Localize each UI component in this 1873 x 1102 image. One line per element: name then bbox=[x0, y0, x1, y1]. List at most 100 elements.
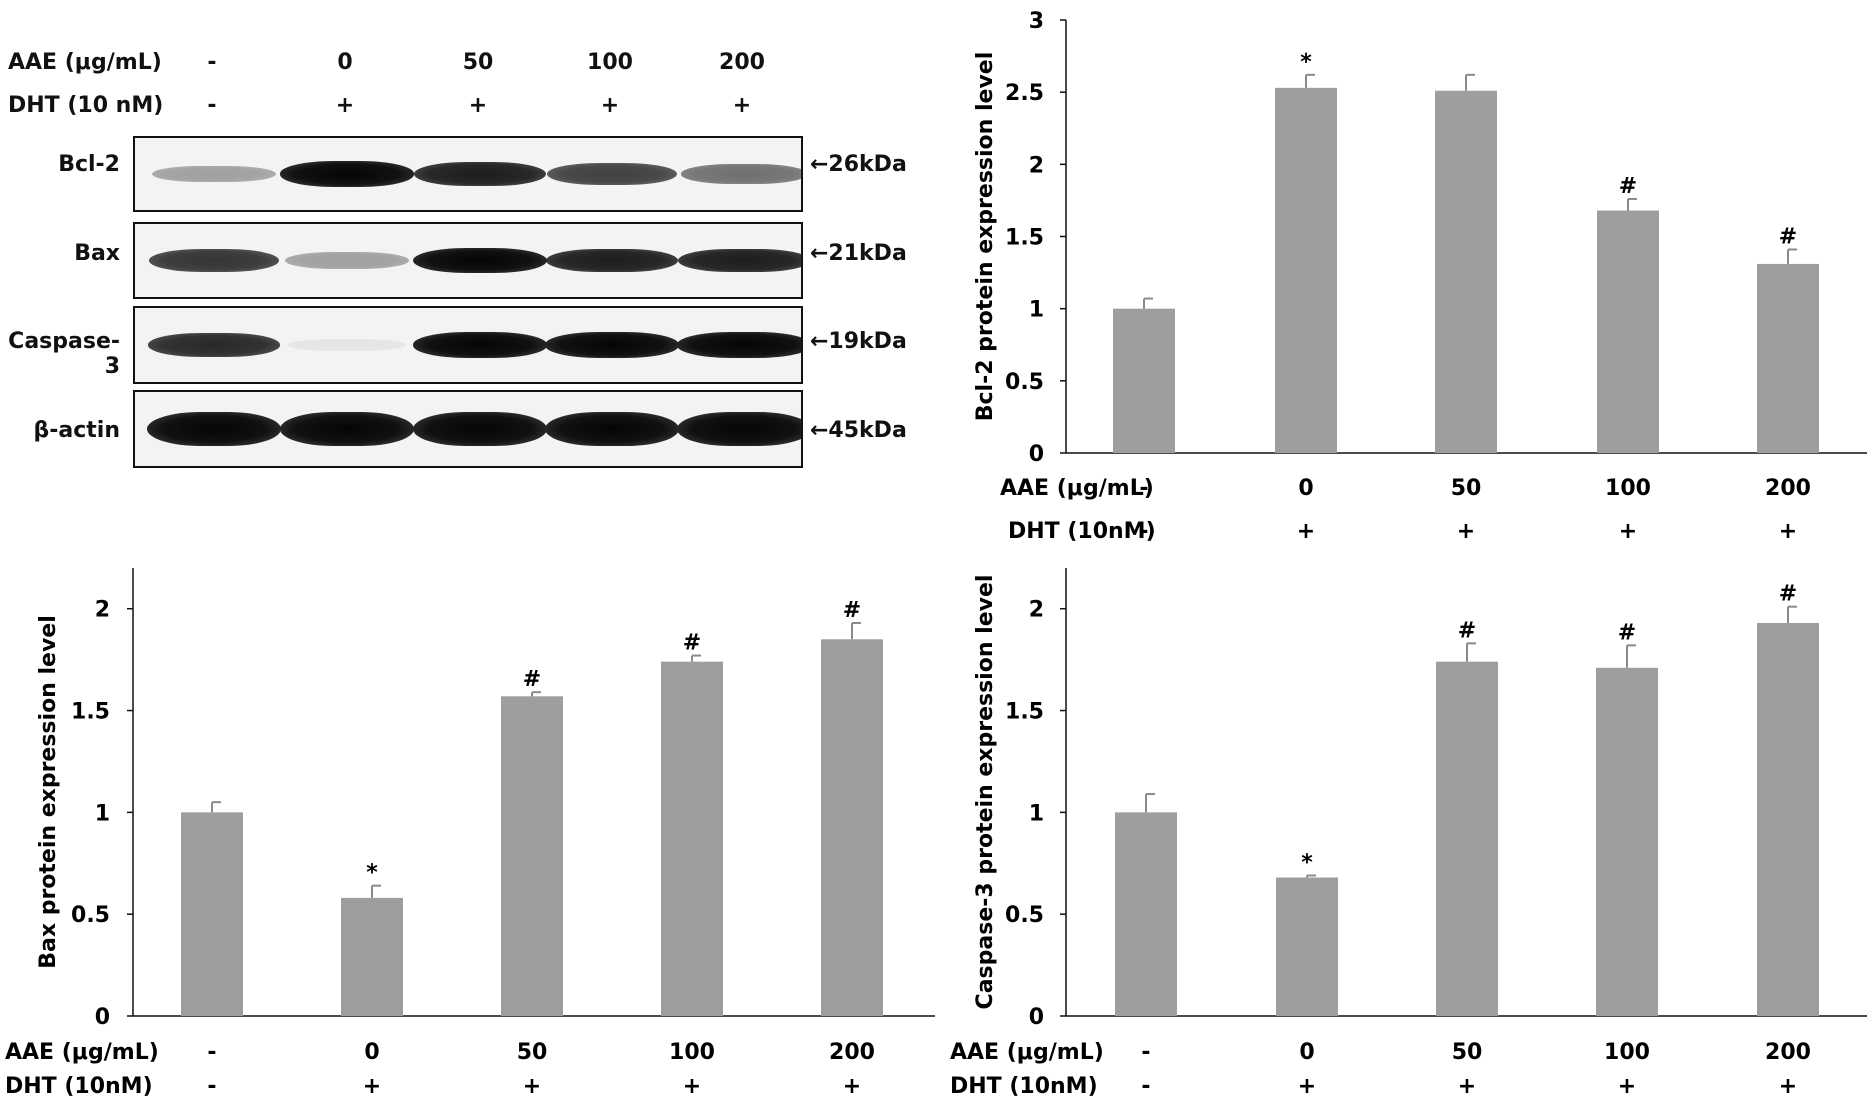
x-category-label: 200 bbox=[1765, 1040, 1811, 1065]
blot-dht-label: DHT (10 nM) bbox=[8, 93, 164, 118]
x-dht-label: + bbox=[843, 1074, 861, 1099]
blot-band bbox=[413, 411, 547, 447]
y-axis-title: Bax protein expression level bbox=[36, 615, 61, 969]
y-tick-label: 1 bbox=[1029, 298, 1044, 323]
blot-band bbox=[413, 162, 547, 186]
blot-band bbox=[148, 249, 280, 272]
bar bbox=[1115, 812, 1177, 1016]
x-dht-label: + bbox=[683, 1074, 701, 1099]
bar bbox=[1113, 308, 1175, 453]
blot-aae-value: - bbox=[207, 50, 217, 75]
blot-aae-value: 100 bbox=[587, 50, 633, 75]
x-dht-label: - bbox=[1139, 519, 1148, 544]
bar bbox=[1596, 667, 1658, 1016]
x-row-aae-label: AAE (μg/mL) bbox=[1000, 476, 1154, 501]
y-tick-label: 0 bbox=[1029, 1005, 1044, 1030]
x-row-aae-label: AAE (μg/mL) bbox=[950, 1040, 1104, 1065]
x-dht-label: + bbox=[1618, 1074, 1636, 1099]
x-dht-label: - bbox=[207, 1074, 216, 1099]
bar bbox=[1435, 90, 1497, 454]
blot-band bbox=[680, 164, 801, 184]
blot-band bbox=[147, 411, 281, 447]
significance-mark: # bbox=[523, 667, 541, 692]
blot-band bbox=[287, 338, 407, 352]
y-tick-label: 0 bbox=[1029, 442, 1044, 467]
y-axis-title: Caspase-3 protein expression level bbox=[973, 575, 998, 1010]
x-row-dht-label: DHT (10nM) bbox=[5, 1074, 153, 1099]
blot-band bbox=[547, 163, 677, 185]
blot-dht-value: + bbox=[468, 93, 488, 118]
y-tick-label: 2 bbox=[95, 598, 110, 623]
blot-strip-bax bbox=[133, 222, 803, 299]
blot-band bbox=[280, 161, 414, 187]
y-tick-label: 1.5 bbox=[1005, 226, 1044, 251]
y-tick-label: 0.5 bbox=[1005, 903, 1044, 928]
x-dht-label: + bbox=[1779, 1074, 1797, 1099]
blot-band bbox=[677, 248, 801, 273]
significance-mark: # bbox=[1619, 174, 1637, 199]
blot-aae-label: AAE (μg/mL) bbox=[8, 50, 162, 75]
x-category-label: 200 bbox=[1765, 476, 1811, 501]
significance-mark: * bbox=[366, 861, 378, 886]
blot-aae-value: 200 bbox=[719, 50, 765, 75]
significance-mark: # bbox=[1779, 224, 1797, 249]
blot-band bbox=[148, 333, 280, 357]
blot-size-label: ←19kDa bbox=[810, 329, 907, 354]
y-tick-label: 1 bbox=[1029, 801, 1044, 826]
bar bbox=[661, 661, 723, 1016]
bar bbox=[1597, 210, 1659, 453]
y-tick-label: 0.5 bbox=[71, 903, 110, 928]
significance-mark: # bbox=[1779, 582, 1797, 607]
y-axis-title: Bcl-2 protein expression level bbox=[973, 52, 998, 422]
x-category-label: 50 bbox=[1451, 476, 1482, 501]
blot-strip-caspase3 bbox=[133, 306, 803, 384]
blot-band bbox=[677, 332, 801, 358]
blot-band bbox=[545, 332, 679, 358]
x-category-label: 100 bbox=[1604, 1040, 1650, 1065]
x-row-dht-label: DHT (10nM) bbox=[950, 1074, 1098, 1099]
blot-dht-value: + bbox=[600, 93, 620, 118]
x-dht-label: + bbox=[1458, 1074, 1476, 1099]
bar bbox=[181, 812, 243, 1016]
significance-mark: # bbox=[1618, 620, 1636, 645]
bar bbox=[1436, 661, 1498, 1016]
significance-mark: # bbox=[1458, 618, 1476, 643]
y-tick-label: 1.5 bbox=[1005, 700, 1044, 725]
x-dht-label: + bbox=[1457, 519, 1475, 544]
blot-band bbox=[152, 165, 276, 183]
blot-dht-value: + bbox=[335, 93, 355, 118]
blot-dht-value: + bbox=[732, 93, 752, 118]
blot-band bbox=[677, 411, 801, 447]
y-tick-label: 1.5 bbox=[71, 700, 110, 725]
y-tick-label: 2 bbox=[1029, 598, 1044, 623]
blot-band bbox=[545, 248, 679, 273]
x-category-label: 50 bbox=[1452, 1040, 1483, 1065]
y-tick-label: 1 bbox=[95, 801, 110, 826]
significance-mark: * bbox=[1301, 850, 1313, 875]
x-row-dht-label: DHT (10nM) bbox=[1008, 519, 1156, 544]
x-category-label: - bbox=[1139, 476, 1148, 501]
x-row-aae-label: AAE (μg/mL) bbox=[5, 1040, 159, 1065]
bar bbox=[1276, 877, 1338, 1016]
blot-size-label: ←21kDa bbox=[810, 241, 907, 266]
blot-size-label: ←45kDa bbox=[810, 418, 907, 443]
blot-band bbox=[413, 332, 547, 358]
x-category-label: 0 bbox=[1298, 476, 1313, 501]
x-dht-label: + bbox=[1297, 519, 1315, 544]
blot-aae-value: 0 bbox=[337, 50, 353, 75]
blot-band bbox=[280, 411, 414, 447]
x-category-label: 0 bbox=[364, 1040, 379, 1065]
x-dht-label: + bbox=[363, 1074, 381, 1099]
blot-band bbox=[413, 247, 547, 274]
blot-size-label: ←26kDa bbox=[810, 152, 907, 177]
significance-mark: # bbox=[843, 598, 861, 623]
blot-band bbox=[545, 411, 679, 447]
bar bbox=[1757, 263, 1819, 453]
x-category-label: 100 bbox=[1605, 476, 1651, 501]
bar bbox=[341, 897, 403, 1016]
bar bbox=[821, 639, 883, 1016]
bar bbox=[1757, 622, 1819, 1016]
bar bbox=[501, 696, 563, 1016]
x-category-label: - bbox=[1141, 1040, 1150, 1065]
